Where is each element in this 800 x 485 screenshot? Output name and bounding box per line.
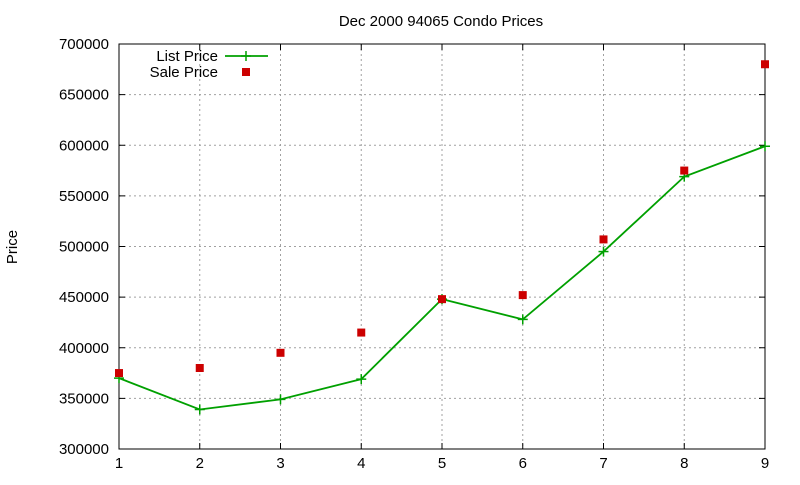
x-tick-label: 1 [115, 455, 123, 472]
legend-marker [241, 51, 251, 61]
x-tick-label: 8 [680, 455, 688, 472]
data-point-sale-price [518, 291, 527, 300]
legend-label: List Price [156, 48, 218, 65]
data-point-sale-price [357, 328, 366, 337]
x-tick-label: 2 [196, 455, 204, 472]
data-point-sale-price [276, 348, 285, 357]
data-point-sale-price [680, 166, 689, 175]
data-point-list-price [194, 404, 205, 415]
data-point-list-price [760, 141, 770, 152]
data-point-list-price [598, 246, 609, 257]
x-tick-label: 5 [438, 455, 446, 472]
axis-ticks: 1 2 3 4 5 6 7 8 9 300000 350000 400000 450000 500000 5… [59, 36, 769, 472]
x-tick-label: 7 [599, 455, 607, 472]
y-tick-label: 400000 [59, 340, 109, 357]
data-point-sale-price [599, 235, 608, 244]
x-tick-label: 4 [357, 455, 365, 472]
legend-label: Sale Price [150, 64, 218, 81]
x-tick-label: 9 [761, 455, 769, 472]
y-tick-label: 300000 [59, 441, 109, 458]
y-axis-label: Price [4, 230, 21, 264]
x-tick-label: 6 [519, 455, 527, 472]
data-point-sale-price [115, 369, 123, 378]
y-tick-label: 450000 [59, 289, 109, 306]
x-tick-label: 3 [276, 455, 284, 472]
legend-marker [242, 68, 250, 76]
chart-title: Dec 2000 94065 Condo Prices [339, 13, 543, 30]
legend-item-list-price: List Price [156, 48, 268, 65]
series-list-price [114, 141, 770, 415]
data-point-sale-price [195, 364, 204, 372]
data-point-list-price [517, 314, 528, 325]
data-point-list-price [275, 394, 286, 405]
y-tick-label: 700000 [59, 36, 109, 53]
grid-lines [119, 44, 765, 449]
series-layer [114, 60, 770, 415]
y-tick-label: 550000 [59, 188, 109, 205]
data-point-sale-price [761, 60, 769, 69]
data-point-list-price [356, 374, 367, 385]
y-tick-label: 600000 [59, 137, 109, 154]
y-tick-label: 500000 [59, 239, 109, 256]
series-sale-price [115, 60, 769, 378]
y-tick-label: 650000 [59, 87, 109, 104]
y-tick-label: 350000 [59, 390, 109, 407]
data-point-sale-price [438, 295, 446, 304]
legend-item-sale-price: Sale Price [150, 64, 250, 81]
